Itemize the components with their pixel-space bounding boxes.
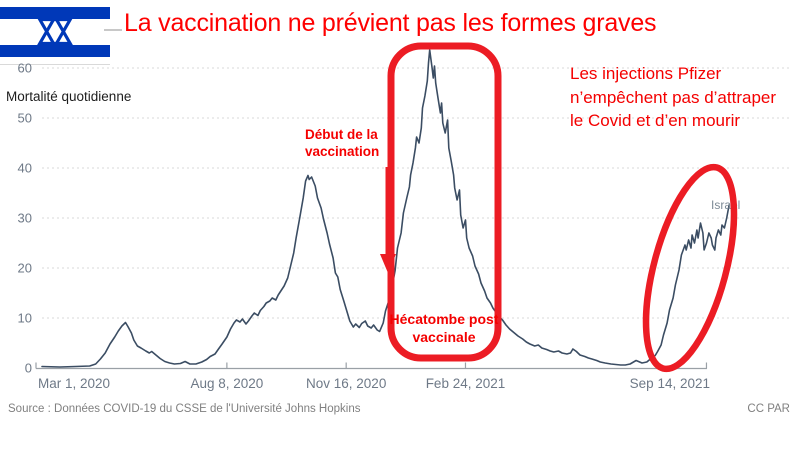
red-down-arrow [380,167,396,273]
x-tick-label: Mar 1, 2020 [38,376,110,391]
annotation-line: vaccination [305,143,380,159]
israel-flag [0,0,110,65]
debut-vaccination-annotation: Début de la vaccination [305,127,379,160]
x-tick-label: Sep 14, 2021 [630,376,710,391]
gray-dash-decoration [104,29,122,31]
flag-stripe-bottom [0,45,110,57]
y-tick-label: 20 [18,261,32,276]
annotation-line: Début de la [305,127,378,142]
annotation-line: Les injections Pfizer [570,64,722,83]
y-tick-label: 30 [18,211,32,226]
y-axis-inline-label: Mortalité quotidienne [6,89,132,104]
y-tick-label: 50 [18,111,32,126]
annotation-line: n’empêchent pas d’attraper [570,87,777,107]
x-tick-label: Aug 8, 2020 [190,376,263,391]
annotation-line: le Covid et d’en mourir [570,111,741,130]
license-label: CC PAR [747,403,790,415]
hecatombe-annotation: Hécatombe post vaccinale [388,311,500,346]
y-tick-label: 10 [18,311,32,326]
red-arrowhead [380,254,396,273]
y-tick-label: 0 [25,361,32,376]
x-tick-label: Nov 16, 2020 [306,376,386,391]
y-tick-label: 40 [18,161,32,176]
y-tick-label: 60 [18,61,32,76]
x-tick-label: Feb 24, 2021 [426,376,506,391]
annotation-line: Hécatombe post [389,311,499,327]
page-title: La vaccination ne prévient pas les forme… [124,9,657,37]
flag-stripe-top [0,7,110,19]
israel-series-line [41,49,730,368]
source-attribution: Source : Données COVID-19 du CSSE de l'U… [8,403,361,415]
red-ellipse-annotation [642,163,738,373]
star-of-david-icon [37,15,73,48]
annotation-line: vaccinale [412,328,476,345]
pfizer-annotation: Les injections Pfizer n’empêchent pas d’… [570,62,776,133]
red-rounded-rect-annotation [387,42,502,362]
